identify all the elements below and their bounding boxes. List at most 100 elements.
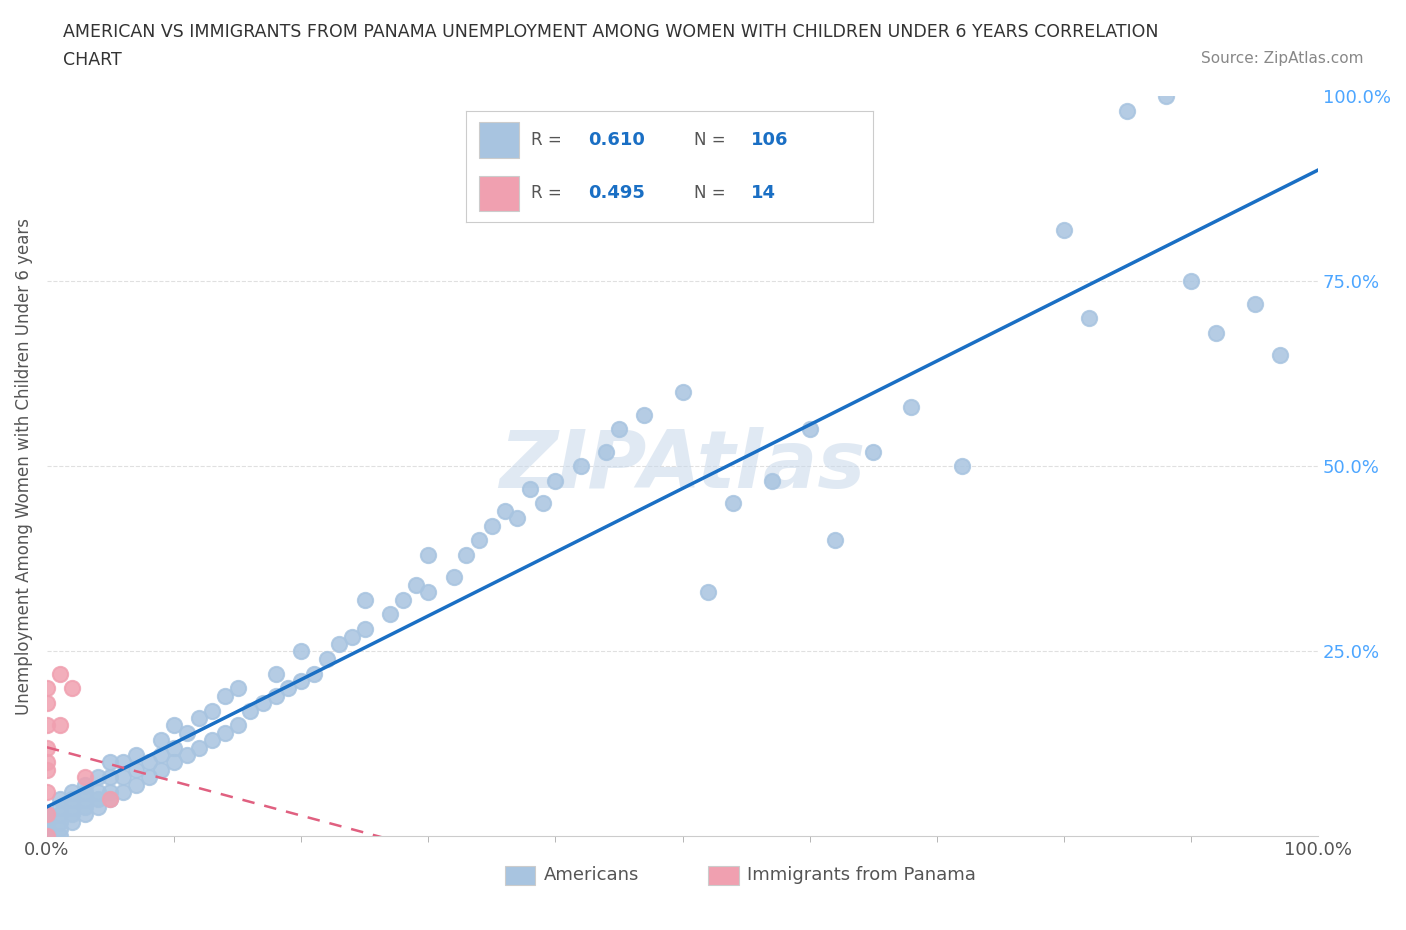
Point (950, 458, 973, 473)
Point (100, 792, 122, 807)
Point (35, 829, 58, 844)
Point (35, 681, 58, 696)
Point (201, 703, 224, 718)
Point (35, 814, 58, 829)
Point (35, 829, 58, 844)
Point (176, 725, 198, 740)
Point (138, 770, 160, 785)
Point (188, 740, 211, 755)
Point (35, 829, 58, 844)
Point (163, 718, 186, 733)
Point (112, 755, 135, 770)
Point (60, 799, 83, 814)
Point (340, 629, 363, 644)
Point (100, 755, 122, 770)
Point (1154, 89, 1177, 104)
Point (48, 829, 70, 844)
Point (35, 821, 58, 836)
Point (264, 666, 287, 681)
Point (277, 681, 299, 696)
Text: Americans: Americans (544, 867, 640, 884)
Point (531, 496, 554, 511)
Point (799, 422, 821, 437)
Point (73, 777, 96, 792)
Point (87, 792, 110, 807)
Point (392, 592, 415, 607)
Point (353, 622, 375, 637)
Point (35, 806, 58, 821)
Point (494, 503, 516, 518)
Point (35, 696, 58, 711)
Point (150, 763, 173, 777)
Point (87, 785, 110, 800)
Point (60, 681, 83, 696)
Point (73, 785, 96, 800)
Point (481, 518, 503, 533)
Point (824, 533, 846, 548)
Point (595, 445, 617, 459)
Point (73, 806, 96, 821)
Point (405, 578, 427, 592)
Point (443, 570, 465, 585)
Point (353, 592, 375, 607)
Point (163, 755, 186, 770)
Point (633, 407, 655, 422)
Point (48, 666, 70, 681)
Point (138, 755, 160, 770)
Point (112, 770, 135, 785)
Point (723, 496, 745, 511)
Point (214, 725, 236, 740)
Point (239, 703, 262, 718)
Point (569, 458, 592, 473)
Point (671, 385, 693, 400)
Point (1116, 104, 1139, 119)
Point (302, 666, 325, 681)
Point (176, 748, 198, 763)
Point (188, 711, 211, 725)
Point (418, 548, 440, 563)
Point (100, 785, 122, 800)
Point (87, 799, 110, 814)
Text: ZIPAtlas: ZIPAtlas (499, 428, 866, 505)
Y-axis label: Unemployment Among Women with Children Under 6 years: Unemployment Among Women with Children U… (15, 218, 32, 715)
Point (290, 644, 312, 658)
Point (48, 814, 70, 829)
Point (48, 806, 70, 821)
Point (60, 806, 83, 821)
Point (73, 792, 96, 807)
Point (35, 718, 58, 733)
Text: CHART: CHART (63, 51, 122, 69)
Point (48, 718, 70, 733)
Point (35, 806, 58, 821)
Point (73, 770, 96, 785)
Point (1078, 311, 1101, 325)
Point (100, 770, 122, 785)
Point (150, 748, 173, 763)
Point (48, 821, 70, 836)
Text: Source: ZipAtlas.com: Source: ZipAtlas.com (1201, 51, 1364, 66)
Point (264, 688, 287, 703)
Point (35, 814, 58, 829)
Point (1268, 348, 1291, 363)
Point (252, 696, 274, 711)
Point (73, 799, 96, 814)
Point (290, 673, 312, 688)
Point (214, 688, 236, 703)
Point (35, 829, 58, 844)
Point (60, 792, 83, 807)
Point (328, 636, 350, 651)
Point (48, 792, 70, 807)
Point (35, 785, 58, 800)
Point (48, 799, 70, 814)
Point (378, 607, 401, 622)
Point (100, 792, 122, 807)
Point (35, 755, 58, 770)
Point (60, 814, 83, 829)
Point (201, 733, 224, 748)
Point (226, 718, 249, 733)
Point (1243, 296, 1265, 311)
Point (418, 585, 440, 600)
Point (761, 473, 783, 488)
Point (87, 770, 110, 785)
Point (862, 445, 884, 459)
